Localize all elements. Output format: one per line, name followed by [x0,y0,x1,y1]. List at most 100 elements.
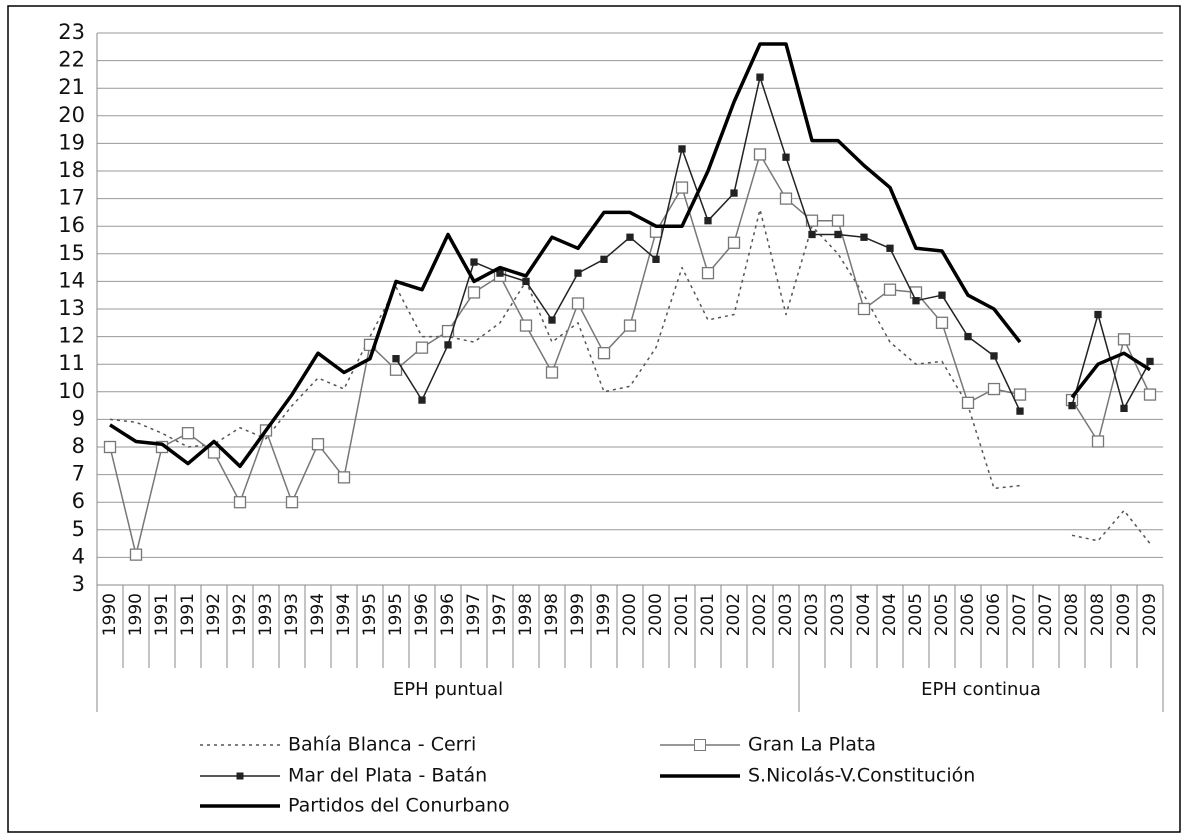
x-tick-label: 1995 [360,593,380,636]
y-tick-label: 19 [58,130,85,154]
series-line [1070,351,1151,399]
legend-label: Partidos del Conurbano [288,795,510,817]
x-tick-label: 2003 [828,593,848,636]
data-point [912,297,920,305]
data-point [207,446,221,459]
y-tick-label: 12 [58,324,85,348]
data-point [467,286,481,299]
data-point [987,382,1001,396]
legend-marker [236,772,244,780]
data-point [574,269,582,277]
data-point [597,347,611,360]
data-point [470,258,478,266]
x-tick-label: 1990 [100,593,120,636]
group-label: EPH continua [921,679,1041,700]
y-tick-label: 16 [58,213,85,237]
frame [7,5,1181,833]
x-tick-label: 2000 [620,593,640,636]
data-point [1016,407,1024,415]
data-point [883,283,897,296]
y-tick-label: 9 [72,406,85,430]
data-point [522,277,530,286]
data-point [857,302,871,316]
x-tick-label: 2008 [1088,593,1108,636]
y-tick-label: 17 [58,186,85,210]
x-tick-label: 1997 [490,593,510,636]
data-point [727,236,741,249]
data-point [860,233,868,241]
x-tick-label: 2003 [776,593,796,636]
data-point [441,324,455,338]
data-point [285,496,299,509]
data-point [675,181,689,194]
x-tick-label: 2007 [1036,593,1056,636]
x-tick-label: 2001 [698,593,718,636]
x-tick-label: 2004 [854,593,874,636]
data-point [519,319,533,332]
y-tick-label: 18 [58,158,85,182]
x-tick-label: 1992 [204,593,224,636]
data-point [1068,401,1076,410]
x-tick-label: 2009 [1114,593,1134,636]
x-tick-label: 2003 [802,593,822,636]
data-point [418,396,426,404]
data-point [623,319,637,332]
x-tick-label: 1991 [178,593,198,636]
data-point [1013,388,1027,401]
data-point [701,266,715,280]
data-point [753,148,767,161]
legend-label: Gran La Plata [748,734,876,756]
data-point [990,352,998,360]
series-line [109,42,1022,469]
x-tick-label: 1991 [152,593,172,636]
x-tick-label: 2007 [1010,593,1030,636]
data-point [704,217,712,225]
data-point [782,153,790,161]
data-point [233,496,247,509]
y-tick-label: 22 [58,48,85,72]
x-tick-label: 1993 [256,593,276,636]
data-point [678,145,686,153]
series-line [109,208,1151,545]
x-tick-label: 2006 [984,593,1004,636]
data-point [808,230,816,239]
series-line [395,76,1151,412]
data-point [444,341,452,349]
y-tick-label: 14 [58,268,85,292]
data-point [545,366,559,379]
legend-label: Bahía Blanca - Cerri [288,734,476,756]
x-tick-label: 1994 [308,593,328,636]
y-tick-label: 4 [72,544,85,568]
data-point [389,363,403,376]
data-point [129,548,143,561]
x-tick-label: 1992 [230,593,250,636]
data-point [935,316,949,329]
y-tick-label: 8 [72,434,85,458]
data-point [415,341,429,354]
data-point [961,396,975,409]
data-point [103,440,117,454]
data-point [496,269,504,277]
y-tick-label: 15 [58,241,85,265]
data-point [756,73,764,81]
legend-marker [694,739,706,751]
x-tick-label: 2002 [724,593,744,636]
data-point [626,233,634,241]
x-tick-label: 1994 [334,593,354,636]
x-tick-label: 2005 [932,593,952,636]
y-tick-label: 11 [58,351,85,375]
x-tick-label: 2005 [906,593,926,636]
data-point [938,291,946,299]
x-tick-label: 1996 [438,593,458,636]
y-tick-label: 23 [58,20,85,44]
x-tick-label: 1999 [594,593,614,636]
data-point [834,230,842,239]
x-tick-label: 2009 [1140,593,1160,636]
x-tick-label: 1996 [412,593,432,636]
data-point [652,255,660,263]
data-point [805,214,819,227]
data-point [600,255,608,263]
data-point [571,297,585,310]
data-point [779,192,793,205]
data-point [548,316,556,324]
